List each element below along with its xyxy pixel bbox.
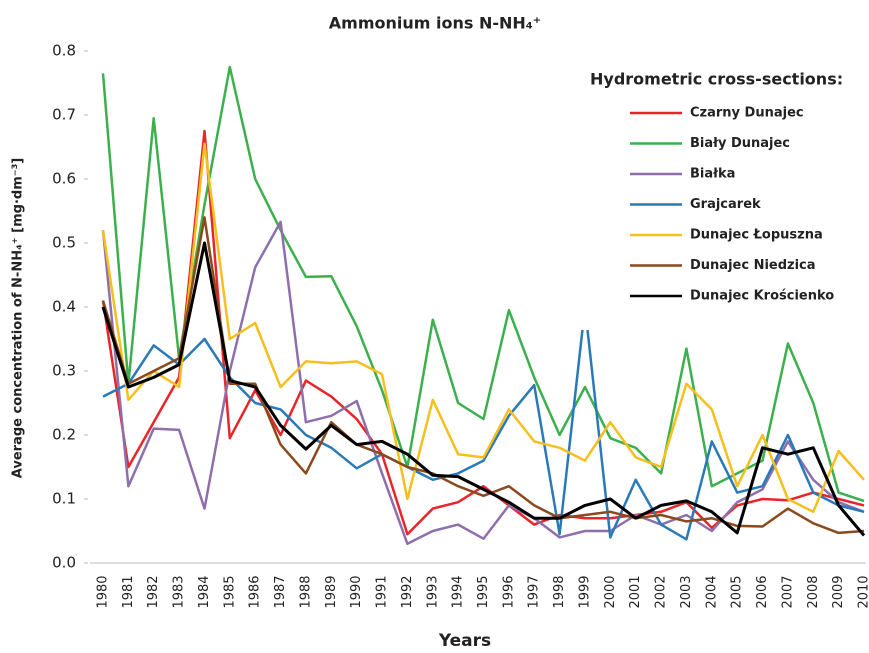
- x-tick-label: 2002: [654, 575, 669, 608]
- x-tick-label: 2007: [780, 575, 795, 608]
- y-tick-label: 0.7: [52, 106, 76, 124]
- x-tick-label: 2001: [628, 575, 643, 608]
- series-line: [101, 241, 866, 537]
- x-tick-label: 1997: [527, 575, 542, 608]
- x-tick-label: 1995: [476, 575, 491, 608]
- legend-label: Czarny Dunajec: [690, 106, 804, 121]
- x-tick-label: 1988: [298, 575, 313, 608]
- series-line: [102, 305, 865, 541]
- x-tick-label: 2000: [603, 575, 618, 608]
- series-line: [101, 216, 865, 535]
- x-tick-label: 1999: [577, 575, 592, 608]
- x-tick-label: 1990: [349, 575, 364, 608]
- x-tick-label: 2006: [755, 575, 770, 608]
- legend-title: Hydrometric cross-sections:: [590, 70, 843, 89]
- legend-label: Dunajec Krościenko: [690, 289, 834, 304]
- y-tick-label: 0.0: [52, 554, 76, 572]
- x-tick-label: 1991: [375, 575, 390, 608]
- x-tick-label: 1998: [552, 575, 567, 608]
- y-tick-label: 0.3: [52, 362, 76, 380]
- x-tick-label: 2010: [857, 575, 869, 608]
- x-tick-label: 1980: [96, 575, 111, 608]
- x-tick-label: 1983: [172, 575, 187, 608]
- y-axis-label: Average concentration of N-NH₄⁺ [mg·dm⁻³…: [11, 158, 26, 478]
- series-line: [101, 142, 865, 514]
- legend-label: Biały Dunajec: [690, 136, 790, 151]
- x-tick-label: 1982: [146, 575, 161, 608]
- x-tick-label: 1986: [248, 575, 263, 608]
- x-tick-label: 1989: [324, 575, 339, 608]
- x-tick-label: 1993: [425, 575, 440, 608]
- x-tick-label: 1984: [197, 575, 212, 608]
- y-tick-label: 0.1: [52, 490, 76, 508]
- legend-background: [580, 60, 865, 330]
- legend-label: Grajcarek: [690, 197, 761, 212]
- x-tick-label: 2003: [679, 575, 694, 608]
- x-tick-label: 2005: [730, 575, 745, 608]
- y-tick-label: 0.5: [52, 234, 76, 252]
- chart-title: Ammonium ions N-NH₄⁺: [329, 14, 541, 33]
- series-line: [101, 129, 865, 536]
- y-tick-label: 0.2: [52, 426, 76, 444]
- x-tick-label: 2009: [831, 575, 846, 608]
- x-tick-label: 1985: [222, 575, 237, 608]
- y-tick-label: 0.4: [52, 298, 76, 316]
- legend-label: Białka: [690, 167, 735, 182]
- series-line: [101, 220, 865, 546]
- x-tick-label: 2004: [704, 575, 719, 608]
- x-tick-label: 1994: [451, 575, 466, 608]
- x-axis-label: Years: [438, 631, 491, 651]
- x-tick-label: 1981: [121, 575, 136, 608]
- legend-label: Dunajec Łopuszna: [690, 228, 823, 243]
- x-tick-label: 1992: [400, 575, 415, 608]
- x-tick-label: 2008: [806, 575, 821, 608]
- x-tick-label: 1996: [501, 575, 516, 608]
- y-tick-label: 0.8: [52, 42, 76, 60]
- series-line: [101, 65, 865, 503]
- x-tick-label: 1987: [273, 575, 288, 608]
- y-tick-label: 0.6: [52, 170, 76, 188]
- legend-label: Dunajec Niedzica: [690, 258, 816, 273]
